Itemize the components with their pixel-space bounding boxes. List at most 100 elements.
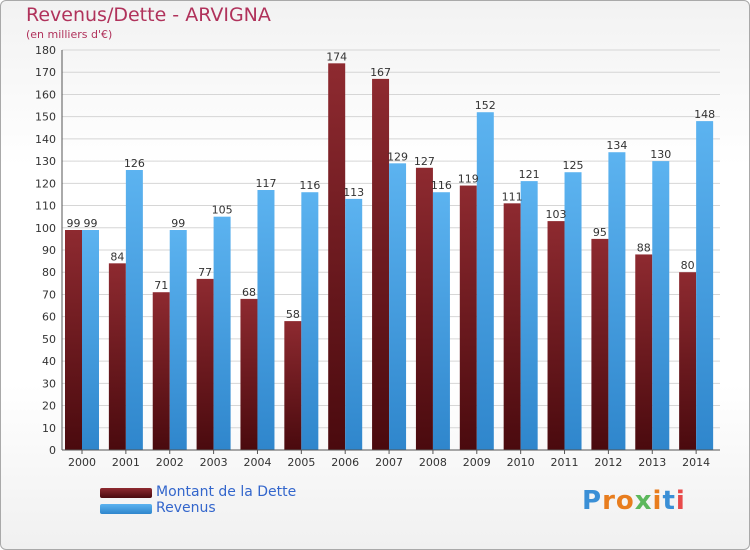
- data-label-debt: 127: [414, 155, 435, 168]
- data-label-debt: 103: [546, 208, 567, 221]
- bar-debt: [240, 298, 258, 450]
- x-tick-label: 2009: [463, 456, 491, 469]
- bar-debt: [108, 263, 126, 450]
- bar-revenue: [652, 161, 670, 450]
- y-tick-label: 110: [35, 200, 56, 213]
- y-tick-label: 160: [35, 88, 56, 101]
- bar-debt: [328, 63, 346, 450]
- x-tick-label: 2007: [375, 456, 403, 469]
- bar-debt: [591, 238, 609, 450]
- data-label-revenue: 99: [84, 217, 98, 230]
- data-label-revenue: 130: [650, 148, 671, 161]
- legend-swatch-revenue: [100, 504, 152, 514]
- data-label-debt: 111: [502, 190, 523, 203]
- y-tick-label: 130: [35, 155, 56, 168]
- y-tick-label: 10: [42, 422, 56, 435]
- data-label-debt: 119: [458, 173, 479, 186]
- data-label-revenue: 126: [124, 157, 145, 170]
- data-label-debt: 88: [637, 241, 651, 254]
- bar-revenue: [389, 163, 407, 451]
- bar-debt: [284, 321, 302, 450]
- x-tick-label: 2010: [507, 456, 535, 469]
- data-label-revenue: 117: [255, 177, 276, 190]
- axis-layer: 0 10 20 30 40 50 60 70 80 90 100 110 120 130 140 150 160…: [35, 44, 720, 469]
- y-tick-label: 0: [49, 444, 56, 457]
- y-tick-label: 120: [35, 177, 56, 190]
- y-tick-label: 150: [35, 111, 56, 124]
- data-label-revenue: 116: [299, 179, 320, 192]
- data-label-revenue: 129: [387, 150, 408, 163]
- x-tick-label: 2014: [682, 456, 710, 469]
- bar-revenue: [301, 192, 319, 450]
- x-tick-label: 2004: [243, 456, 271, 469]
- y-tick-label: 170: [35, 66, 56, 79]
- data-label-revenue: 134: [606, 139, 627, 152]
- data-label-debt: 167: [370, 66, 391, 79]
- logo-letter: r: [602, 486, 616, 516]
- bar-revenue: [608, 152, 626, 450]
- data-label-revenue: 148: [694, 108, 715, 121]
- x-tick-label: 2006: [331, 456, 359, 469]
- y-tick-label: 20: [42, 400, 56, 413]
- bar-revenue: [520, 181, 538, 450]
- logo-letter: i: [675, 486, 686, 516]
- data-label-debt: 99: [67, 217, 81, 230]
- bar-debt: [152, 292, 170, 450]
- data-label-revenue: 125: [563, 159, 584, 172]
- logo-letter: t: [662, 486, 676, 516]
- bar-revenue: [257, 190, 275, 450]
- y-tick-label: 140: [35, 133, 56, 146]
- x-tick-label: 2005: [287, 456, 315, 469]
- x-tick-label: 2013: [638, 456, 666, 469]
- y-tick-label: 90: [42, 244, 56, 257]
- bar-layer: [65, 63, 714, 451]
- y-tick-label: 80: [42, 266, 56, 279]
- data-label-revenue: 113: [343, 186, 364, 199]
- y-tick-label: 70: [42, 288, 56, 301]
- bar-debt: [547, 221, 565, 450]
- x-tick-label: 2011: [551, 456, 579, 469]
- y-tick-label: 50: [42, 333, 56, 346]
- data-label-revenue: 105: [212, 204, 233, 217]
- logo-letter: x: [634, 486, 653, 516]
- legend-label-revenue: Revenus: [156, 500, 216, 516]
- logo-letter: o: [615, 486, 635, 516]
- y-tick-label: 180: [35, 44, 56, 57]
- bar-debt: [372, 78, 390, 450]
- logo-letter: P: [582, 486, 603, 516]
- bar-revenue: [476, 112, 494, 450]
- bar-debt: [196, 278, 214, 450]
- y-tick-label: 40: [42, 355, 56, 368]
- bar-revenue: [696, 121, 714, 450]
- data-label-debt: 84: [110, 250, 124, 263]
- x-tick-label: 2002: [156, 456, 184, 469]
- data-label-debt: 95: [593, 226, 607, 239]
- bar-debt: [503, 203, 521, 450]
- logo-letter: i: [652, 486, 663, 516]
- chart-title: Revenus/Dette - ARVIGNA: [26, 4, 271, 26]
- bar-debt: [415, 167, 433, 450]
- bar-debt: [635, 254, 653, 450]
- bar-revenue: [82, 230, 99, 450]
- data-label-debt: 80: [681, 259, 695, 272]
- bar-debt: [65, 230, 82, 450]
- data-label-revenue: 152: [475, 99, 496, 112]
- legend-label-debt: Montant de la Dette: [156, 484, 297, 500]
- bar-revenue: [213, 216, 231, 450]
- data-label-debt: 174: [326, 50, 347, 63]
- bar-debt: [679, 272, 697, 450]
- bar-revenue: [125, 170, 143, 450]
- data-label-debt: 58: [286, 308, 300, 321]
- x-tick-label: 2000: [68, 456, 96, 469]
- proxiti-logo: Proxiti: [582, 486, 686, 516]
- chart-subtitle: (en milliers d'€): [26, 28, 113, 41]
- y-tick-label: 60: [42, 311, 56, 324]
- data-label-debt: 71: [154, 279, 168, 292]
- data-label-revenue: 121: [519, 168, 540, 181]
- bar-revenue: [345, 198, 363, 450]
- x-tick-label: 2001: [112, 456, 140, 469]
- data-label-debt: 68: [242, 286, 256, 299]
- y-tick-label: 100: [35, 222, 56, 235]
- bar-revenue: [169, 230, 187, 450]
- data-label-revenue: 116: [431, 179, 452, 192]
